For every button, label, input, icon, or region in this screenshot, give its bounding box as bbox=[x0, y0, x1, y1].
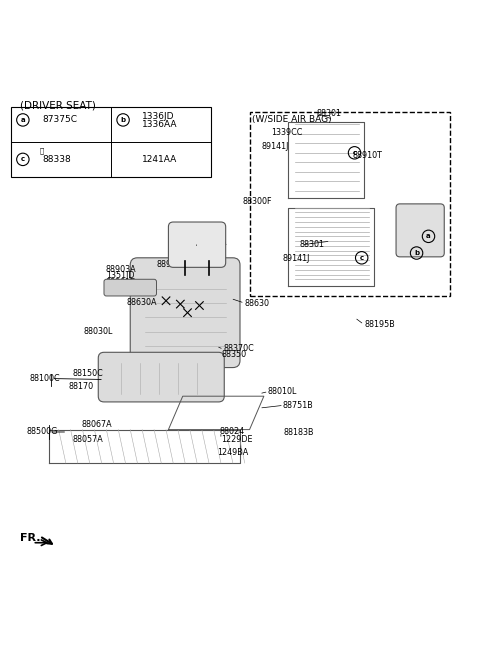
Text: 88600A: 88600A bbox=[196, 237, 227, 247]
Text: 88338: 88338 bbox=[42, 155, 71, 164]
Text: 88100C: 88100C bbox=[29, 374, 60, 383]
Text: 88010L: 88010L bbox=[268, 387, 297, 396]
Text: c: c bbox=[352, 150, 357, 156]
FancyBboxPatch shape bbox=[396, 204, 444, 257]
FancyBboxPatch shape bbox=[130, 258, 240, 368]
Text: 88301: 88301 bbox=[316, 109, 341, 118]
Text: c: c bbox=[21, 156, 25, 162]
Text: 88390N: 88390N bbox=[412, 215, 443, 224]
Text: (DRIVER SEAT): (DRIVER SEAT) bbox=[21, 100, 96, 111]
Text: 88024: 88024 bbox=[219, 428, 245, 436]
Bar bbox=[250, 112, 450, 296]
Text: 1241AA: 1241AA bbox=[142, 155, 178, 164]
Text: 88170: 88170 bbox=[68, 382, 93, 390]
Text: 88910T: 88910T bbox=[352, 150, 382, 160]
Bar bbox=[11, 107, 211, 177]
Text: b: b bbox=[414, 250, 419, 256]
FancyBboxPatch shape bbox=[168, 222, 226, 267]
Text: 88500G: 88500G bbox=[26, 428, 58, 436]
Text: 88630: 88630 bbox=[245, 299, 270, 307]
Text: b: b bbox=[120, 117, 126, 123]
Text: 88195B: 88195B bbox=[364, 320, 395, 329]
Text: 88903A: 88903A bbox=[106, 266, 136, 274]
Text: 88370C: 88370C bbox=[224, 344, 254, 353]
Text: 1336AA: 1336AA bbox=[142, 120, 178, 129]
Text: a: a bbox=[426, 233, 431, 239]
Text: 88301: 88301 bbox=[300, 241, 324, 249]
Text: 88057A: 88057A bbox=[72, 435, 103, 443]
Text: 1249BA: 1249BA bbox=[217, 448, 248, 457]
Text: 1339CC: 1339CC bbox=[271, 128, 302, 137]
Text: 89141J: 89141J bbox=[283, 254, 311, 264]
Text: 88067A: 88067A bbox=[82, 421, 112, 429]
Text: c: c bbox=[360, 255, 364, 261]
Text: 🔗: 🔗 bbox=[39, 147, 44, 154]
Text: 88630A: 88630A bbox=[126, 298, 157, 307]
Text: 1351JD: 1351JD bbox=[107, 271, 135, 281]
Text: 88300F: 88300F bbox=[242, 198, 272, 207]
Text: 1336JD: 1336JD bbox=[142, 112, 175, 121]
Text: 88183B: 88183B bbox=[284, 428, 314, 438]
Text: 1229DE: 1229DE bbox=[221, 435, 252, 443]
Text: 88150C: 88150C bbox=[72, 370, 103, 378]
FancyBboxPatch shape bbox=[98, 353, 224, 402]
Text: FR.: FR. bbox=[21, 533, 41, 543]
Text: 88901E: 88901E bbox=[106, 278, 135, 286]
FancyBboxPatch shape bbox=[104, 279, 156, 296]
Text: 88918: 88918 bbox=[157, 260, 182, 269]
Text: 88030L: 88030L bbox=[84, 327, 113, 336]
Text: a: a bbox=[21, 117, 25, 123]
Text: 88751B: 88751B bbox=[283, 401, 314, 410]
Text: 88350: 88350 bbox=[222, 350, 247, 358]
Text: 89141J: 89141J bbox=[262, 142, 289, 151]
Text: 87375C: 87375C bbox=[42, 116, 77, 124]
Text: (W/SIDE AIR BAG): (W/SIDE AIR BAG) bbox=[252, 114, 332, 124]
